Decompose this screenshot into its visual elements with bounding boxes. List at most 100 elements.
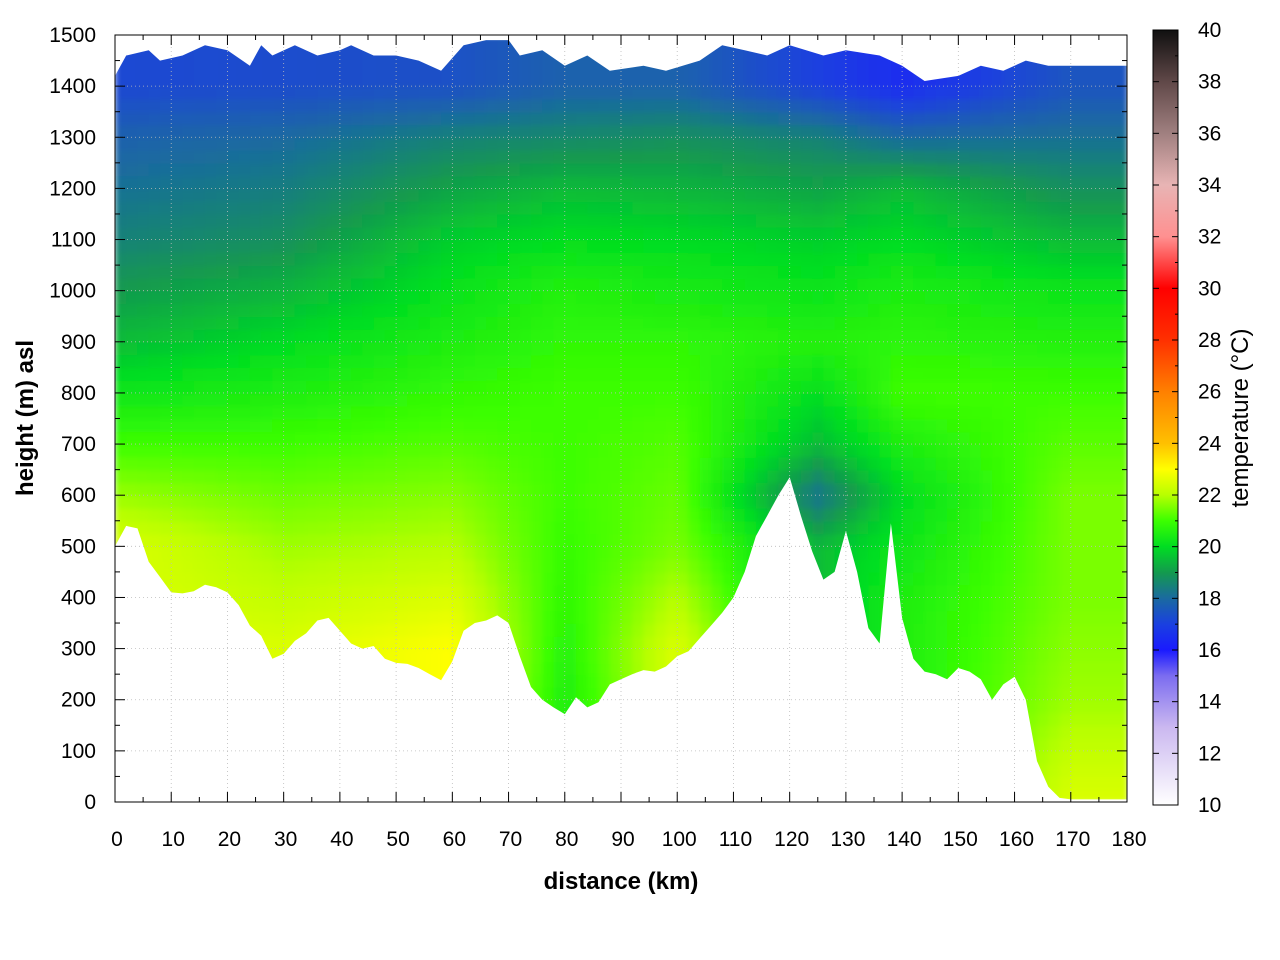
- field-cell: [216, 98, 229, 113]
- field-cell: [969, 648, 982, 663]
- field-cell: [148, 495, 161, 509]
- field-cell: [531, 661, 544, 675]
- field-cell: [148, 213, 161, 228]
- field-cell: [902, 456, 915, 471]
- field-cell: [441, 444, 454, 458]
- field-cell: [182, 444, 195, 458]
- field-cell: [204, 392, 217, 407]
- field-cell: [980, 674, 993, 688]
- field-cell: [744, 354, 757, 369]
- field-cell: [328, 98, 341, 113]
- field-cell: [362, 124, 375, 139]
- field-cell: [1003, 495, 1016, 509]
- field-cell: [272, 584, 285, 599]
- field-cell: [429, 341, 442, 356]
- field-cell: [924, 265, 937, 279]
- field-cell: [621, 507, 634, 522]
- field-cell: [654, 111, 667, 126]
- field-cell: [362, 201, 375, 215]
- field-cell: [789, 354, 802, 369]
- field-cell: [542, 226, 555, 241]
- field-cell: [710, 597, 723, 612]
- field-cell: [992, 73, 1005, 87]
- field-cell: [576, 367, 589, 381]
- field-cell: [609, 86, 622, 100]
- field-cell: [283, 47, 296, 62]
- field-cell: [193, 150, 206, 164]
- field-cell: [339, 623, 352, 637]
- field-cell: [407, 86, 420, 100]
- field-cell: [204, 150, 217, 164]
- field-cell: [812, 226, 825, 241]
- field-cell: [193, 265, 206, 279]
- field-cell: [744, 60, 757, 75]
- field-cell: [452, 111, 465, 126]
- field-cell: [249, 341, 262, 356]
- field-cell: [238, 418, 251, 433]
- field-cell: [879, 431, 892, 445]
- field-cell: [1003, 201, 1016, 215]
- field-cell: [373, 252, 386, 266]
- field-cell: [497, 495, 510, 509]
- field-cell: [1037, 188, 1050, 202]
- field-cell: [384, 86, 397, 100]
- field-cell: [980, 226, 993, 241]
- field-cell: [665, 520, 679, 535]
- field-cell: [823, 303, 836, 318]
- field-cell: [452, 610, 465, 624]
- field-cell: [879, 73, 892, 87]
- field-cell: [823, 482, 836, 496]
- field-cell: [407, 444, 420, 458]
- field-cell: [969, 380, 982, 394]
- field-cell: [553, 124, 566, 139]
- field-cell: [126, 265, 139, 279]
- field-cell: [373, 316, 386, 330]
- field-cell: [587, 686, 600, 701]
- field-cell: [812, 431, 825, 445]
- field-cell: [328, 507, 341, 522]
- field-cell: [204, 277, 217, 292]
- field-cell: [699, 98, 712, 113]
- field-cell: [283, 290, 296, 305]
- field-cell: [1037, 559, 1050, 573]
- field-cell: [868, 456, 881, 471]
- field-cell: [980, 303, 993, 318]
- field-cell: [935, 162, 948, 177]
- field-cell: [812, 277, 825, 292]
- field-cell: [688, 252, 701, 266]
- field-cell: [598, 329, 611, 343]
- field-cell: [294, 546, 307, 560]
- field-cell: [542, 341, 555, 356]
- field-cell: [913, 533, 926, 548]
- field-cell: [879, 98, 892, 113]
- field-cell: [339, 380, 352, 394]
- field-cell: [609, 277, 622, 292]
- field-cell: [677, 520, 690, 535]
- field-cell: [407, 111, 420, 126]
- field-cell: [1025, 392, 1038, 407]
- field-cell: [665, 354, 679, 369]
- field-cell: [182, 150, 195, 164]
- field-cell: [654, 392, 667, 407]
- field-cell: [868, 111, 881, 126]
- field-cell: [508, 354, 521, 369]
- field-cell: [452, 98, 465, 113]
- field-cell: [969, 520, 982, 535]
- field-cell: [576, 584, 589, 599]
- field-cell: [654, 150, 667, 164]
- field-cell: [339, 73, 352, 87]
- field-cell: [182, 329, 195, 343]
- field-cell: [418, 329, 431, 343]
- field-cell: [710, 546, 723, 560]
- field-cell: [598, 635, 611, 650]
- field-cell: [351, 469, 364, 484]
- field-cell: [182, 316, 195, 330]
- field-cell: [227, 175, 240, 190]
- field-cell: [677, 469, 690, 484]
- field-cell: [688, 239, 701, 254]
- field-cell: [710, 124, 723, 139]
- field-cell: [474, 111, 487, 126]
- field-cell: [362, 635, 375, 650]
- field-cell: [947, 392, 960, 407]
- field-cell: [508, 124, 521, 139]
